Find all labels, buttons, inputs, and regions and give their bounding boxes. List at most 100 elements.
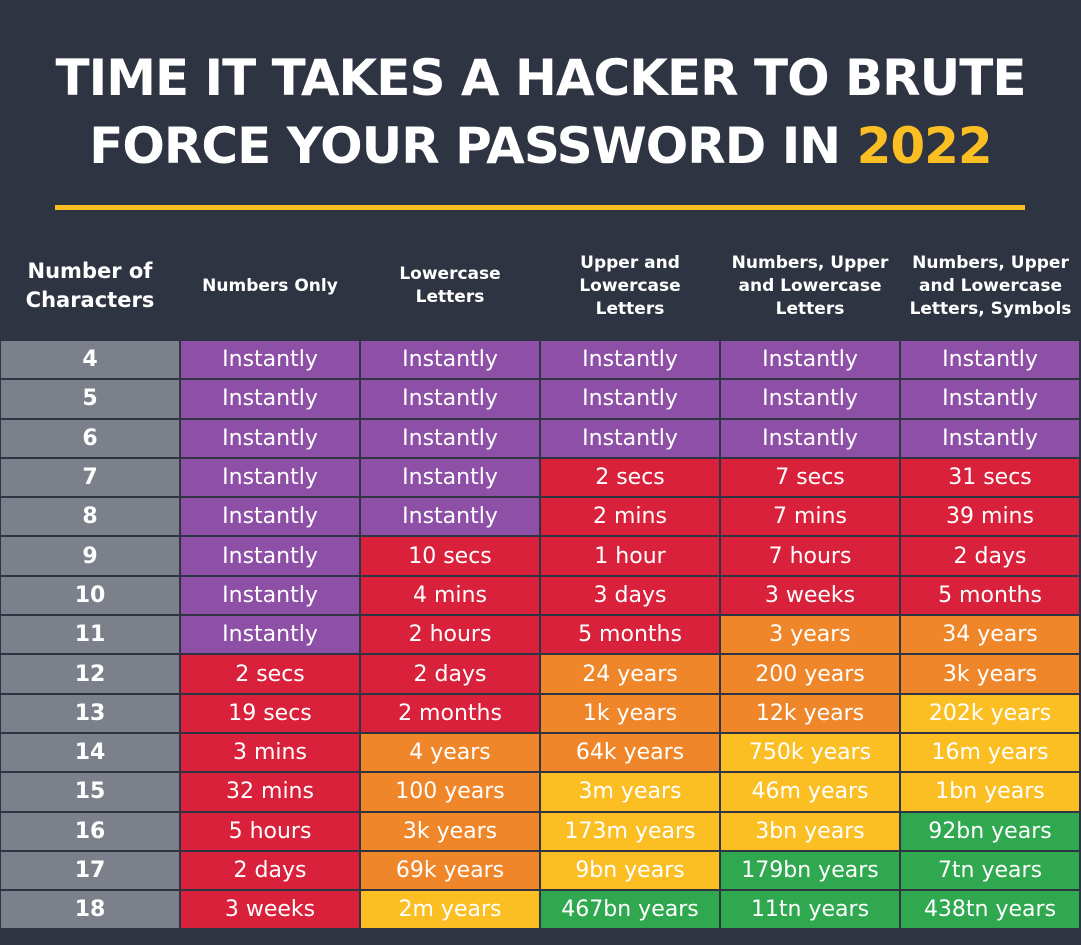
time-cell: Instantly: [180, 497, 360, 537]
time-cell: 3k years: [360, 811, 540, 851]
table-row: 15 32 mins 100 years 3m years 46m years 1bn y…: [0, 772, 1081, 812]
time-cell: 2 mins: [540, 497, 720, 537]
row-label: 18: [0, 890, 180, 930]
time-cell: 16m years: [900, 732, 1080, 773]
divider: [55, 205, 1025, 210]
time-cell: 202k years: [900, 693, 1080, 733]
time-cell: 5 months: [540, 615, 720, 655]
time-cell: 3 weeks: [180, 890, 360, 930]
time-cell: 11tn years: [720, 890, 900, 930]
time-cell: 31 secs: [900, 457, 1080, 498]
row-label: 5: [0, 379, 180, 419]
row-label: 6: [0, 418, 180, 458]
table-row: 7 Instantly Instantly 2 secs 7 secs 31 secs: [0, 457, 1081, 498]
time-cell: 100 years: [360, 772, 540, 812]
time-cell: Instantly: [540, 418, 720, 458]
table-row: 12 2 secs 2 days 24 years 200 years 3k years: [0, 654, 1081, 694]
time-cell: 2 months: [360, 693, 540, 733]
table-row: 18 3 weeks 2m years 467bn years 11tn years 43…: [0, 890, 1081, 930]
time-cell: Instantly: [180, 418, 360, 458]
time-cell: 19 secs: [180, 693, 360, 733]
time-cell: 3 weeks: [720, 575, 900, 616]
table-row: 10 Instantly 4 mins 3 days 3 weeks 5 months: [0, 575, 1081, 616]
time-cell: 7 secs: [720, 457, 900, 498]
table-row: 13 19 secs 2 months 1k years 12k years 202k y…: [0, 693, 1081, 733]
time-cell: Instantly: [900, 418, 1080, 458]
table-row: 9 Instantly 10 secs 1 hour 7 hours 2 days: [0, 536, 1081, 576]
time-cell: 46m years: [720, 772, 900, 812]
time-cell: 4 mins: [360, 575, 540, 616]
row-label: 17: [0, 850, 180, 891]
time-cell: Instantly: [360, 418, 540, 458]
table: 4 Instantly Instantly Instantly Instantly Ins…: [0, 340, 1081, 930]
column-header: Numbers, Upper and Lowercase Letters: [731, 252, 889, 319]
time-cell: 200 years: [720, 654, 900, 694]
time-cell: 1 hour: [540, 536, 720, 576]
time-cell: 2 days: [180, 850, 360, 891]
time-cell: 3 days: [540, 575, 720, 616]
row-label: 4: [0, 340, 180, 380]
time-cell: Instantly: [180, 536, 360, 576]
time-cell: Instantly: [720, 418, 900, 458]
time-cell: 7 hours: [720, 536, 900, 576]
time-cell: 39 mins: [900, 497, 1080, 537]
time-cell: 2 days: [900, 536, 1080, 576]
time-cell: 438tn years: [900, 890, 1080, 930]
row-label: 8: [0, 497, 180, 537]
table-row: 14 3 mins 4 years 64k years 750k years 16m ye…: [0, 732, 1081, 773]
time-cell: 7tn years: [900, 850, 1080, 891]
time-cell: 179bn years: [720, 850, 900, 891]
time-cell: 2 secs: [180, 654, 360, 694]
time-cell: 3 mins: [180, 732, 360, 773]
row-label: 12: [0, 654, 180, 694]
time-cell: 3m years: [540, 772, 720, 812]
time-cell: 2 hours: [360, 615, 540, 655]
time-cell: Instantly: [180, 615, 360, 655]
row-label: 15: [0, 772, 180, 812]
time-cell: 4 years: [360, 732, 540, 773]
table-row: 5 Instantly Instantly Instantly Instantly Ins…: [0, 379, 1081, 419]
time-cell: Instantly: [900, 340, 1080, 380]
time-cell: 173m years: [540, 811, 720, 851]
time-cell: 69k years: [360, 850, 540, 891]
time-cell: Instantly: [360, 497, 540, 537]
time-cell: 5 hours: [180, 811, 360, 851]
column-header: Number of Characters: [25, 259, 155, 312]
time-cell: 1bn years: [900, 772, 1080, 812]
title-text: FORCE YOUR PASSWORD IN: [89, 117, 857, 175]
time-cell: 7 mins: [720, 497, 900, 537]
time-cell: Instantly: [360, 457, 540, 498]
time-cell: 3bn years: [720, 811, 900, 851]
column-header: Lowercase Letters: [399, 264, 501, 307]
table-row: 6 Instantly Instantly Instantly Instantly Ins…: [0, 418, 1081, 458]
time-cell: Instantly: [540, 340, 720, 380]
title-year: 2022: [856, 117, 993, 175]
time-cell: Instantly: [720, 379, 900, 419]
table-row: 8 Instantly Instantly 2 mins 7 mins 39 mins: [0, 497, 1081, 537]
time-cell: Instantly: [180, 340, 360, 380]
time-cell: 750k years: [720, 732, 900, 773]
time-cell: 10 secs: [360, 536, 540, 576]
time-cell: Instantly: [180, 575, 360, 616]
time-cell: 2 days: [360, 654, 540, 694]
time-cell: 32 mins: [180, 772, 360, 812]
time-cell: Instantly: [360, 379, 540, 419]
time-cell: 24 years: [540, 654, 720, 694]
row-label: 14: [0, 732, 180, 773]
time-cell: 3 years: [720, 615, 900, 655]
title-line: TIME IT TAKES A HACKER TO BRUTE: [55, 49, 1026, 107]
time-cell: Instantly: [360, 340, 540, 380]
time-cell: 5 months: [900, 575, 1080, 616]
time-cell: 92bn years: [900, 811, 1080, 851]
column-header: Numbers, Upper and Lowercase Letters, Sy…: [909, 252, 1072, 319]
table-row: 17 2 days 69k years 9bn years 179bn years 7tn…: [0, 850, 1081, 891]
time-cell: 3k years: [900, 654, 1080, 694]
time-cell: 1k years: [540, 693, 720, 733]
time-cell: 2 secs: [540, 457, 720, 498]
row-label: 9: [0, 536, 180, 576]
row-label: 16: [0, 811, 180, 851]
table-row: 4 Instantly Instantly Instantly Instantly Ins…: [0, 340, 1081, 380]
row-label: 7: [0, 457, 180, 498]
time-cell: 12k years: [720, 693, 900, 733]
